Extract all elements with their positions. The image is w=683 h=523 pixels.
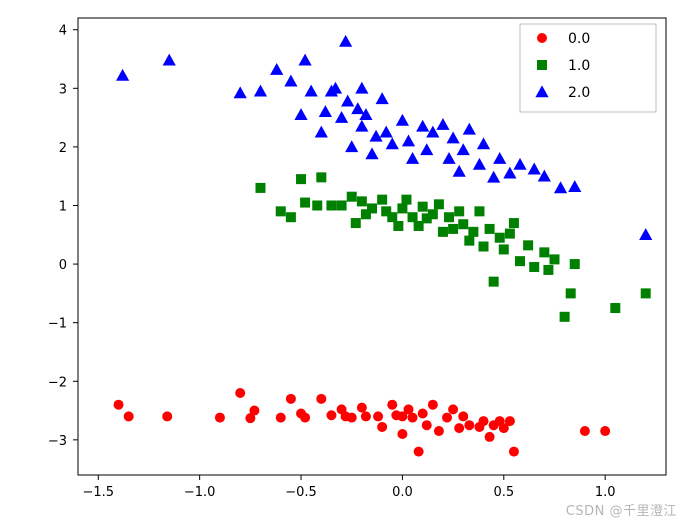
svg-text:0: 0 — [59, 258, 67, 273]
svg-text:0.5: 0.5 — [493, 485, 514, 500]
svg-text:−3: −3 — [48, 434, 67, 449]
chart-container: −1.5 −1.0 −0.5 0.0 0.5 1.0 −3 −2 −1 0 1 2 3 4 0.0 1.0 2.… — [0, 0, 683, 523]
svg-text:4: 4 — [59, 24, 67, 39]
svg-text:−2: −2 — [48, 375, 67, 390]
svg-text:−1.0: −1.0 — [184, 485, 216, 500]
svg-text:3: 3 — [59, 82, 67, 97]
svg-text:0.0: 0.0 — [568, 31, 590, 47]
legend: 0.0 1.0 2.0 — [520, 24, 656, 112]
svg-text:−0.5: −0.5 — [285, 485, 317, 500]
scatter-chart: −1.5 −1.0 −0.5 0.0 0.5 1.0 −3 −2 −1 0 1 2 3 4 0.0 1.0 2.… — [0, 0, 683, 523]
svg-text:0.0: 0.0 — [392, 485, 413, 500]
svg-text:1: 1 — [59, 199, 67, 214]
svg-text:1.0: 1.0 — [595, 485, 616, 500]
svg-text:2: 2 — [59, 141, 67, 156]
svg-text:1.0: 1.0 — [568, 58, 590, 74]
svg-text:−1: −1 — [48, 317, 67, 332]
svg-text:−1.5: −1.5 — [82, 485, 114, 500]
svg-text:2.0: 2.0 — [568, 85, 590, 101]
